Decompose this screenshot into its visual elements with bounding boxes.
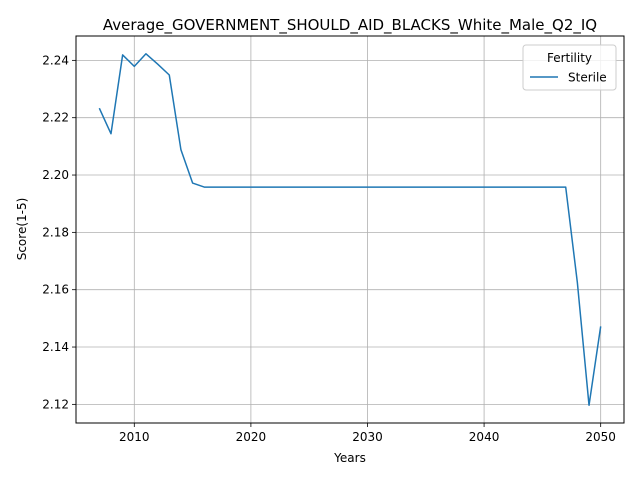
x-tick-label: 2030 xyxy=(352,430,383,444)
x-tick-label: 2040 xyxy=(469,430,500,444)
x-tick-label: 2010 xyxy=(119,430,150,444)
y-tick-label: 2.22 xyxy=(42,111,69,125)
legend: Fertility Sterile xyxy=(522,44,617,91)
x-axis-ticks: 2010 2020 2030 2040 2050 xyxy=(119,423,616,444)
y-tick-label: 2.20 xyxy=(42,168,69,182)
legend-label-sterile: Sterile xyxy=(568,71,607,85)
y-tick-label: 2.24 xyxy=(42,53,69,67)
grid-lines xyxy=(76,36,624,423)
chart-title: Average_GOVERNMENT_SHOULD_AID_BLACKS_Whi… xyxy=(103,16,597,35)
y-axis-label: Score(1-5) xyxy=(15,198,29,261)
x-axis-label: Years xyxy=(333,451,366,465)
x-tick-label: 2050 xyxy=(585,430,616,444)
plot-frame xyxy=(75,35,625,424)
x-tick-label: 2020 xyxy=(236,430,267,444)
legend-box xyxy=(522,44,617,91)
y-tick-label: 2.14 xyxy=(42,340,69,354)
series-line-sterile xyxy=(98,53,602,406)
y-tick-label: 2.12 xyxy=(42,397,69,411)
y-tick-label: 2.16 xyxy=(42,283,69,297)
y-axis-ticks: 2.12 2.14 2.16 2.18 2.20 2.22 2.24 xyxy=(42,53,76,411)
series-lines xyxy=(98,53,602,406)
legend-title: Fertility xyxy=(547,51,592,65)
y-tick-label: 2.18 xyxy=(42,225,69,239)
